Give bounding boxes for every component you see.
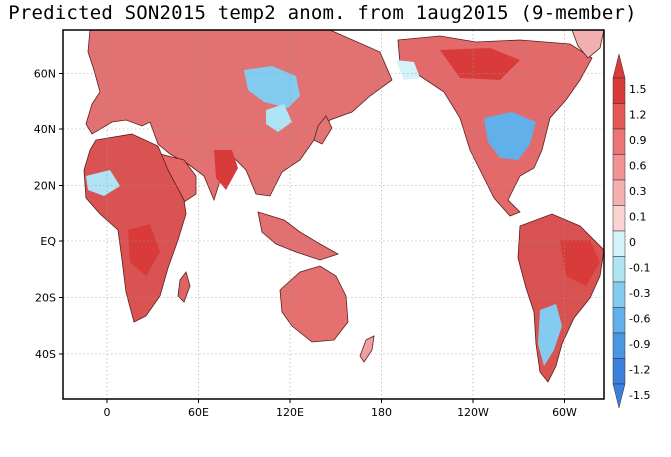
colorbar-label-neg-0-6: -0.6	[629, 313, 650, 326]
colorbar-cell-4	[612, 179, 626, 206]
landmass-japan	[313, 115, 333, 145]
lon-tick-label-120e: 120E	[276, 406, 304, 419]
colorbar-label-0: 0	[629, 236, 636, 249]
chart-title: Predicted SON2015 temp2 anom. from 1aug2…	[8, 2, 637, 24]
lat-tick-label-40n: 40N	[34, 123, 56, 136]
colorbar-label-neg-0-9: -0.9	[629, 338, 650, 351]
colorbar-label-neg-0-1: -0.1	[629, 262, 650, 275]
colorbar-label-neg-0-3: -0.3	[629, 287, 650, 300]
lon-tick-label-120w: 120W	[457, 406, 489, 419]
colorbar-cell-1	[612, 103, 626, 130]
lat-tick-label-60n: 60N	[34, 68, 56, 81]
colorbar-bottom-arrow	[612, 383, 626, 409]
warm-core-africa	[128, 224, 160, 276]
lon-tick-label-60e: 60E	[188, 406, 209, 419]
landmass-greenland	[571, 30, 604, 59]
lon-tick-label-0: 0	[104, 406, 111, 419]
colorbar-cell-10	[612, 332, 626, 359]
lat-tick-label-20s: 20S	[35, 292, 56, 305]
lat-axis: 60N 40N 20N EQ 20S 40S	[34, 68, 63, 361]
colorbar-label-0-3: 0.3	[629, 185, 647, 198]
cold-anomaly-argentina	[538, 304, 562, 366]
colorbar-label-0-6: 0.6	[629, 160, 647, 173]
colorbar-cell-5	[612, 205, 626, 232]
colorbar-label-0-9: 0.9	[629, 134, 647, 147]
colorbar-cell-9	[612, 307, 626, 334]
colorbar-label-1-2: 1.2	[629, 109, 647, 122]
colorbar: 1.5 1.2 0.9 0.6 0.3 0.1 0 -0.1 -0.3 -0.6…	[612, 53, 650, 409]
colorbar-label-neg-1-2: -1.2	[629, 364, 650, 377]
lon-tick-label-180: 180	[371, 406, 392, 419]
warm-core-canada	[440, 48, 520, 80]
colorbar-cell-11	[612, 358, 626, 385]
colorbar-top-arrow	[612, 53, 626, 79]
cold-anomaly-siberia	[244, 66, 300, 108]
landmass-new-zealand	[359, 335, 375, 363]
lat-tick-label-eq: EQ	[40, 235, 56, 248]
colorbar-label-neg-1-5: -1.5	[629, 389, 650, 402]
lat-tick-label-20n: 20N	[34, 180, 56, 193]
colorbar-cell-8	[612, 281, 626, 308]
warm-core-brazil	[560, 240, 600, 286]
anomaly-field	[83, 30, 604, 383]
landmass-eurasia	[85, 30, 393, 202]
cold-anomaly-us	[484, 112, 536, 160]
colorbar-cell-2	[612, 128, 626, 155]
colorbar-cell-6	[612, 230, 626, 257]
colorbar-cell-0	[612, 77, 626, 104]
warm-core-india	[214, 150, 238, 190]
plot-frame	[62, 29, 605, 400]
landmass-australia	[279, 265, 349, 343]
cold-anomaly-central-asia	[266, 104, 292, 132]
lat-tick-label-40s: 40S	[35, 348, 56, 361]
grid-lines	[63, 30, 604, 399]
colorbar-label-0-1: 0.1	[629, 211, 647, 224]
colorbar-cell-3	[612, 154, 626, 181]
landmass-maritime-asia	[257, 211, 339, 261]
lon-tick-label-60w: 60W	[552, 406, 577, 419]
landmass-madagascar	[177, 271, 191, 303]
colorbar-label-1-5: 1.5	[629, 83, 647, 96]
cold-anomaly-sahara	[86, 170, 120, 196]
colorbar-cell-7	[612, 256, 626, 283]
cold-anomaly-alaska	[396, 60, 420, 80]
lon-axis: 0 60E 120E 180 120W 60W	[104, 399, 577, 419]
